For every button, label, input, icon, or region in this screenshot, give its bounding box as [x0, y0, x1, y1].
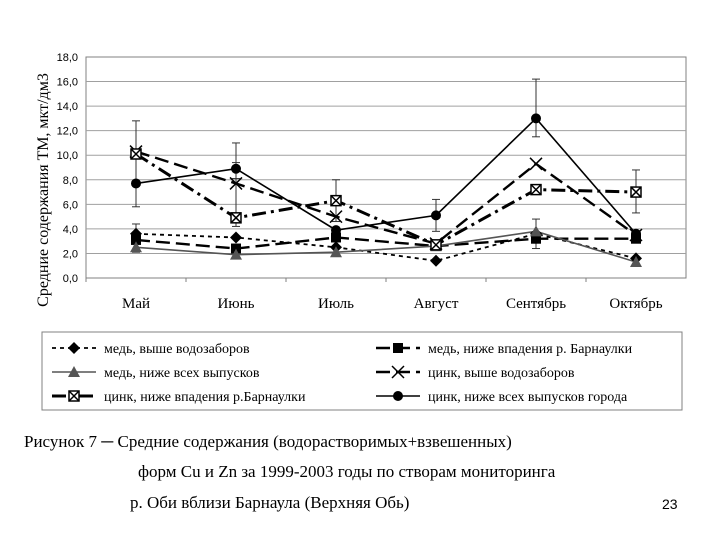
data-point-5 — [231, 163, 241, 174]
data-point-4 — [530, 183, 542, 196]
y-tick-labels: 0,0 2,0 4,0 6,0 8,0 10,0 12,0 14,0 16,0 18,0 — [57, 52, 78, 285]
series-line-5 — [135, 117, 637, 235]
legend-item-3: цинк, выше водозаборов — [376, 365, 575, 381]
gridlines — [86, 81, 686, 254]
error-bar — [132, 120, 140, 208]
legend-label: цинк, выше водозаборов — [428, 366, 575, 381]
series-line-2 — [135, 230, 637, 263]
y-tick-label: 2,0 — [63, 248, 78, 260]
data-point-0 — [230, 231, 242, 244]
y-tick-label: 12,0 — [57, 126, 78, 138]
legend-label: медь, выше водозаборов — [104, 342, 250, 357]
x-tick-label: Май — [122, 296, 150, 312]
series-markers — [129, 113, 643, 268]
legend: медь, выше водозаборов медь, ниже впадени… — [41, 331, 683, 411]
data-point-2 — [630, 256, 642, 268]
figure-caption-line-1: Рисунок 7 ─ Средние содержания (водораст… — [24, 432, 512, 451]
data-point-5 — [331, 225, 341, 236]
data-point-2 — [330, 246, 342, 258]
legend-item-5: цинк, ниже всех выпусков города — [376, 390, 628, 405]
legend-marker — [393, 391, 403, 401]
x-tick-labels: Май Июнь Июль Август Сентябрь Октябрь — [85, 278, 663, 312]
error-bar — [532, 78, 540, 138]
legend-item-1: медь, ниже впадения р. Барнаулки — [376, 342, 633, 357]
legend-label: цинк, ниже всех выпусков города — [428, 390, 628, 405]
y-tick-label: 16,0 — [57, 77, 78, 89]
data-point-0 — [430, 254, 442, 267]
data-point-4 — [430, 239, 442, 251]
data-point-3 — [229, 176, 243, 190]
data-point-5 — [631, 228, 641, 239]
data-point-4 — [130, 148, 142, 160]
data-point-2 — [530, 225, 542, 237]
legend-marker — [393, 343, 403, 353]
legend-label: медь, ниже всех выпусков — [104, 366, 260, 381]
data-point-1 — [231, 243, 241, 254]
data-point-3 — [329, 210, 343, 224]
y-tick-label: 4,0 — [63, 224, 78, 236]
y-tick-label: 14,0 — [57, 101, 78, 113]
y-tick-label: 10,0 — [57, 150, 78, 162]
x-tick-label: Октябрь — [609, 296, 662, 312]
data-point-4 — [230, 212, 242, 224]
data-point-4 — [330, 194, 342, 207]
legend-item-2: медь, ниже всех выпусков — [52, 366, 260, 381]
legend-label: медь, ниже впадения р. Барнаулки — [428, 342, 633, 357]
figure-caption-line-3: р. Оби вблизи Барнаула (Верхняя Обь) — [130, 493, 410, 512]
y-tick-label: 8,0 — [63, 175, 78, 187]
legend-marker — [68, 390, 80, 402]
x-tick-label: Июль — [318, 296, 354, 312]
x-tick-label: Июнь — [218, 296, 255, 312]
series-line-0 — [135, 232, 637, 262]
legend-marker — [391, 365, 405, 379]
data-point-2 — [230, 248, 242, 260]
figure-caption-line-2: форм Cu и Zn за 1999-2003 годы по створа… — [138, 462, 556, 481]
y-tick-label: 0,0 — [63, 273, 78, 285]
legend-label: цинк, ниже впадения р.Барнаулки — [104, 390, 306, 405]
y-axis-label: Средние содержания ТМ, мкт/дм3 — [35, 73, 52, 307]
data-point-5 — [531, 113, 541, 124]
legend-item-0: медь, выше водозаборов — [52, 342, 250, 357]
data-point-2 — [130, 241, 142, 253]
legend-marker — [68, 342, 80, 354]
series-line-1 — [135, 236, 636, 250]
data-point-1 — [531, 233, 541, 244]
chart: 0,0 2,0 4,0 6,0 8,0 10,0 12,0 14,0 16,0 18,0 Май И… — [35, 52, 687, 411]
data-point-1 — [131, 234, 141, 245]
series-line-3 — [135, 150, 637, 245]
legend-box — [41, 331, 683, 411]
data-point-4 — [630, 186, 642, 198]
y-tick-label: 6,0 — [63, 199, 78, 211]
legend-marker — [68, 366, 80, 377]
data-point-5 — [131, 178, 141, 189]
x-tick-label: Август — [414, 296, 459, 312]
slide-number: 23 — [662, 496, 678, 512]
legend-item-4: цинк, ниже впадения р.Барнаулки — [52, 390, 306, 405]
x-tick-label: Сентябрь — [506, 296, 566, 312]
series-lines — [135, 117, 637, 263]
plot-area — [85, 56, 687, 279]
data-point-3 — [529, 157, 543, 171]
y-tick-label: 18,0 — [57, 52, 78, 64]
data-point-5 — [431, 210, 441, 221]
data-point-1 — [331, 232, 341, 243]
